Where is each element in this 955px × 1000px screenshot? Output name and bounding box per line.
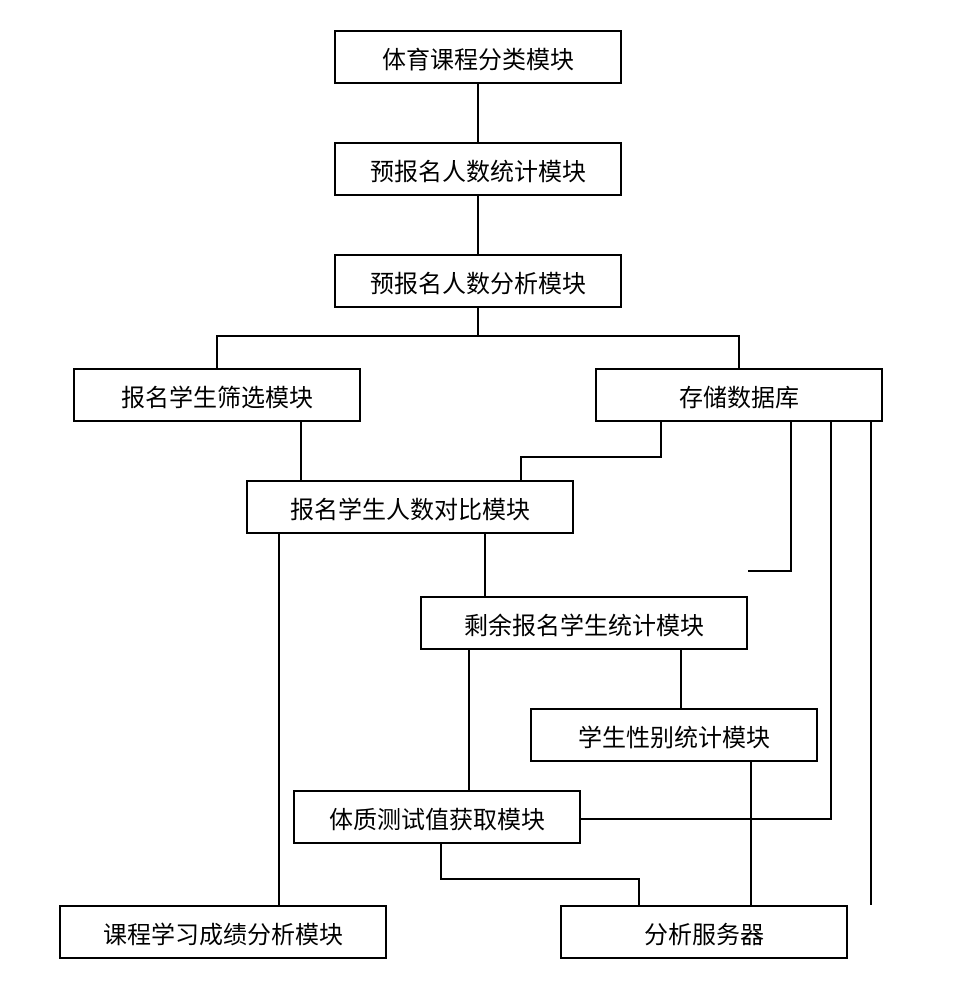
edge <box>484 534 486 596</box>
edge <box>638 878 640 906</box>
edge <box>750 762 752 905</box>
flowchart-node: 报名学生人数对比模块 <box>246 480 574 534</box>
edge <box>660 422 662 458</box>
edge <box>477 84 479 142</box>
edge <box>468 650 470 790</box>
edge <box>748 570 792 572</box>
edge <box>830 422 832 820</box>
edge <box>278 534 280 905</box>
flowchart-node: 体育课程分类模块 <box>334 30 622 84</box>
flowchart-node: 体质测试值获取模块 <box>293 790 581 844</box>
edge <box>680 650 682 708</box>
edge <box>477 308 479 337</box>
edge <box>581 818 832 820</box>
flowchart-node: 分析服务器 <box>560 905 848 959</box>
edge <box>440 878 640 880</box>
edge <box>870 422 872 905</box>
flowchart-node: 报名学生筛选模块 <box>73 368 361 422</box>
flowchart-node: 预报名人数统计模块 <box>334 142 622 196</box>
edge <box>790 422 792 572</box>
edge <box>520 456 662 458</box>
edge <box>440 844 442 880</box>
flowchart-node: 存储数据库 <box>595 368 883 422</box>
flowchart-node: 课程学习成绩分析模块 <box>59 905 387 959</box>
flowchart-node: 学生性别统计模块 <box>530 708 818 762</box>
edge <box>738 335 740 368</box>
edge <box>216 335 218 368</box>
edge <box>520 456 522 482</box>
edge <box>477 196 479 254</box>
flowchart-node: 剩余报名学生统计模块 <box>420 596 748 650</box>
flowchart-node: 预报名人数分析模块 <box>334 254 622 308</box>
edge <box>300 422 302 480</box>
